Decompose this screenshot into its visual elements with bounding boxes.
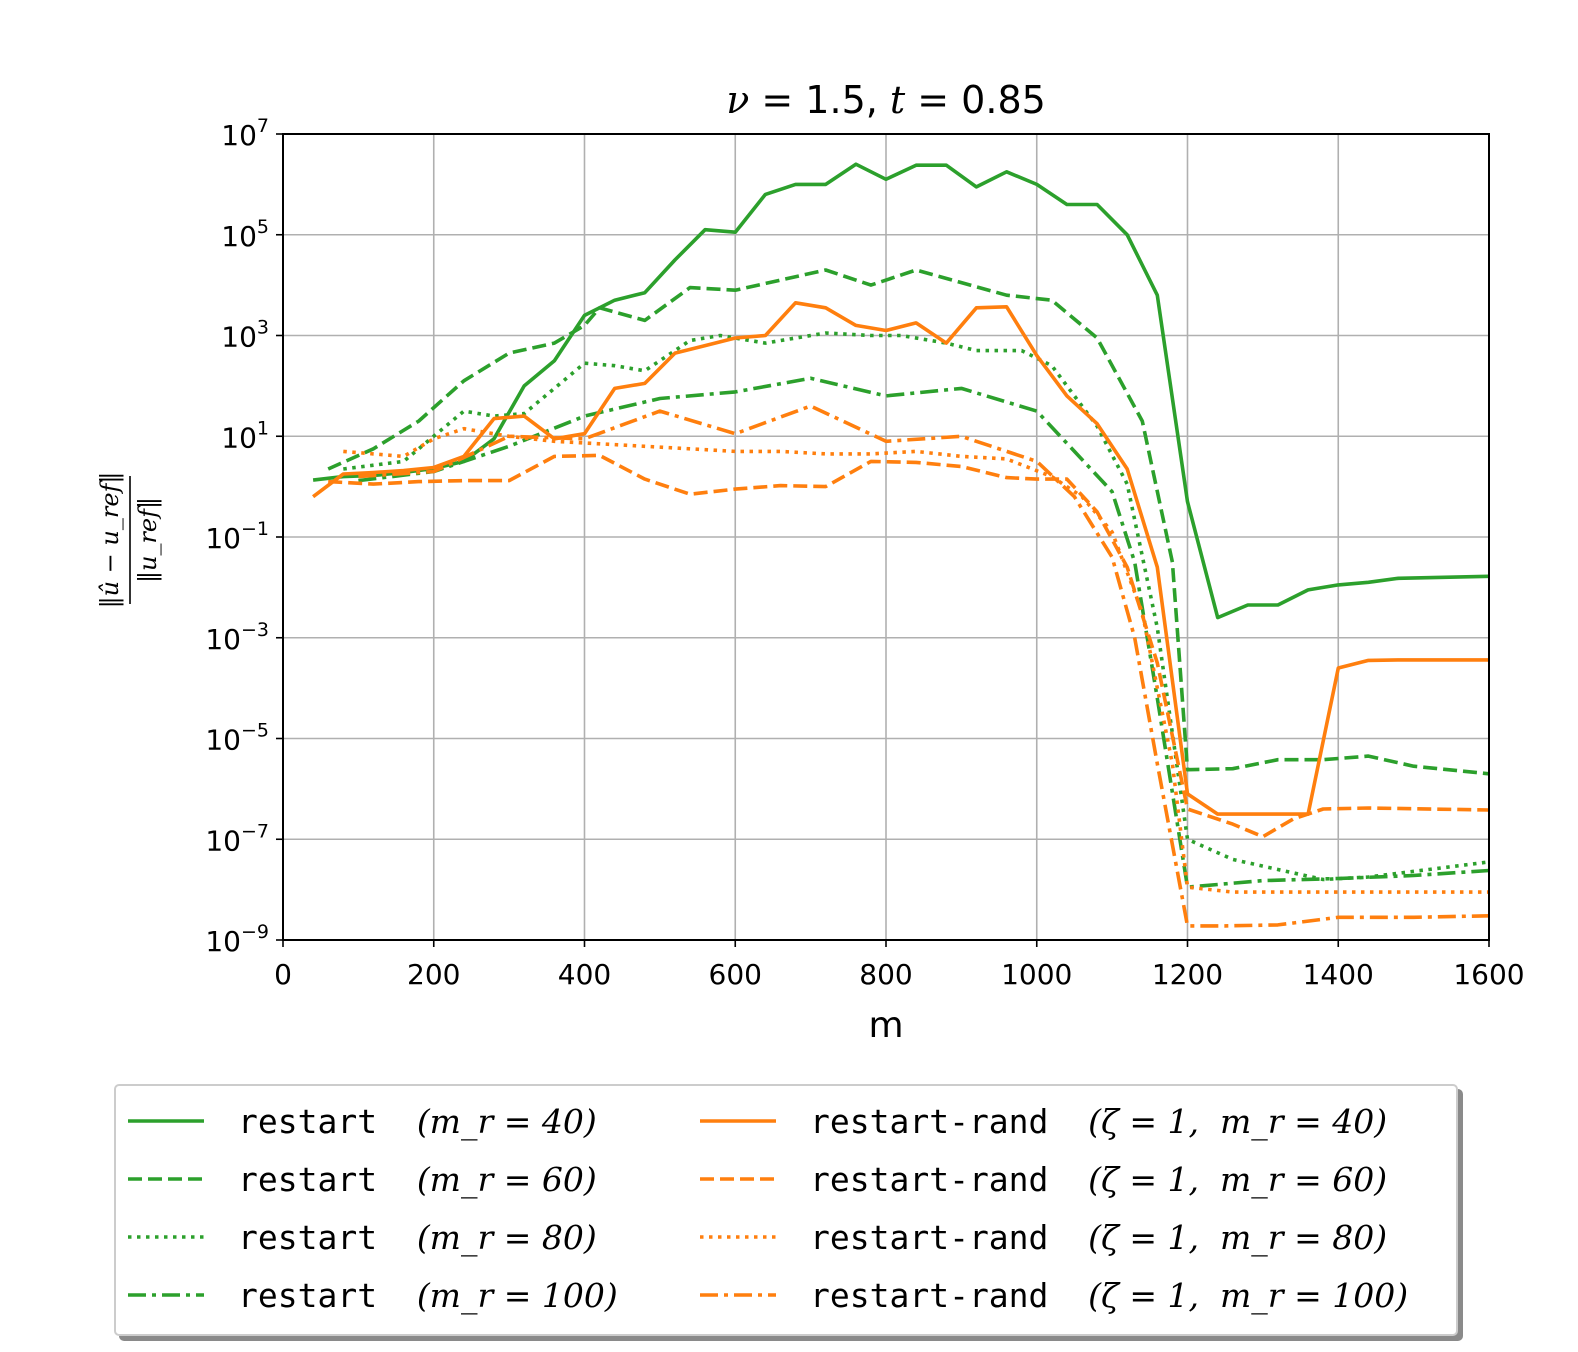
legend-label: restart (m_r = 60) xyxy=(238,1159,597,1199)
grid-lines xyxy=(282,133,1490,941)
x-axis-label: m xyxy=(868,1005,903,1046)
series-line xyxy=(327,268,1490,776)
y-tick-label: 103 xyxy=(221,317,269,354)
legend-column-orange: restart-rand (ζ = 1, m_r = 40) restart-ra… xyxy=(696,1092,1408,1324)
legend-line-sample xyxy=(128,1235,204,1239)
series-line xyxy=(358,376,1490,889)
y-axis-label: ‖û − u_ref‖ ‖u_ref‖ xyxy=(96,472,163,609)
chart-title: ν = 1.5, t = 0.85 xyxy=(726,78,1046,122)
x-tick-label: 400 xyxy=(558,958,611,991)
x-axis-ticks: 0 200 400 600 800 1000 1200 1400 1600 xyxy=(274,940,1525,991)
y-tick-label: 10−3 xyxy=(205,619,269,656)
legend-column-green: restart (m_r = 40) restart (m_r = 60) rest… xyxy=(124,1092,618,1324)
legend-label: restart-rand (ζ = 1, m_r = 60) xyxy=(810,1159,1388,1199)
legend-item: restart-rand (ζ = 1, m_r = 60) xyxy=(696,1150,1408,1208)
y-axis-ticks: 10−9 10−7 10−5 10−3 10−1 101 103 105 107 xyxy=(205,115,283,958)
x-tick-label: 600 xyxy=(709,958,762,991)
chart: 0 200 400 600 800 1000 1200 1400 1600 10−910−710… xyxy=(96,78,1525,1046)
series-line xyxy=(358,404,1490,928)
legend-line-sample xyxy=(700,1119,776,1123)
series-line xyxy=(343,331,1490,882)
legend-label: restart-rand (ζ = 1, m_r = 80) xyxy=(810,1217,1388,1257)
x-tick-label: 1600 xyxy=(1453,958,1524,991)
legend-line-sample xyxy=(700,1293,776,1297)
legend-label: restart-rand (ζ = 1, m_r = 40) xyxy=(810,1101,1388,1141)
legend-label: restart (m_r = 100) xyxy=(238,1275,618,1315)
legend-label: restart (m_r = 80) xyxy=(238,1217,597,1257)
legend-item: restart (m_r = 100) xyxy=(124,1266,618,1324)
legend-line-sample xyxy=(128,1119,204,1123)
series-line xyxy=(312,162,1490,620)
y-tick-label: 10−7 xyxy=(205,820,269,857)
legend-item: restart-rand (ζ = 1, m_r = 40) xyxy=(696,1092,1408,1150)
legend-label: restart (m_r = 40) xyxy=(238,1101,597,1141)
x-tick-label: 1200 xyxy=(1152,958,1223,991)
x-tick-label: 0 xyxy=(274,958,292,991)
legend-item: restart-rand (ζ = 1, m_r = 100) xyxy=(696,1266,1408,1324)
legend: restart (m_r = 40) restart (m_r = 60) rest… xyxy=(114,1084,1458,1336)
legend-label: restart-rand (ζ = 1, m_r = 100) xyxy=(810,1275,1409,1315)
legend-line-sample xyxy=(128,1177,204,1181)
legend-item: restart (m_r = 80) xyxy=(124,1208,618,1266)
legend-line-sample xyxy=(128,1293,204,1297)
x-tick-label: 800 xyxy=(859,958,912,991)
legend-line-sample xyxy=(700,1235,776,1239)
y-tick-label: 107 xyxy=(221,115,269,152)
y-tick-label: 101 xyxy=(221,417,269,454)
legend-line-sample xyxy=(700,1177,776,1181)
y-tick-label: 10−5 xyxy=(205,720,269,757)
series-layer xyxy=(312,162,1490,928)
y-tick-label: 10−1 xyxy=(205,518,269,555)
legend-item: restart (m_r = 60) xyxy=(124,1150,618,1208)
legend-item: restart-rand (ζ = 1, m_r = 80) xyxy=(696,1208,1408,1266)
y-label-numerator: ‖û − u_ref‖ xyxy=(96,472,125,609)
series-line xyxy=(343,426,1489,894)
series-line xyxy=(328,453,1490,839)
y-tick-label: 10−9 xyxy=(205,921,269,958)
y-tick-label: 105 xyxy=(221,216,269,253)
series-line xyxy=(312,301,1489,816)
y-label-denominator: ‖u_ref‖ xyxy=(134,497,163,583)
x-tick-label: 200 xyxy=(407,958,460,991)
legend-item: restart (m_r = 40) xyxy=(124,1092,618,1150)
x-tick-label: 1400 xyxy=(1303,958,1374,991)
x-tick-label: 1000 xyxy=(1001,958,1072,991)
